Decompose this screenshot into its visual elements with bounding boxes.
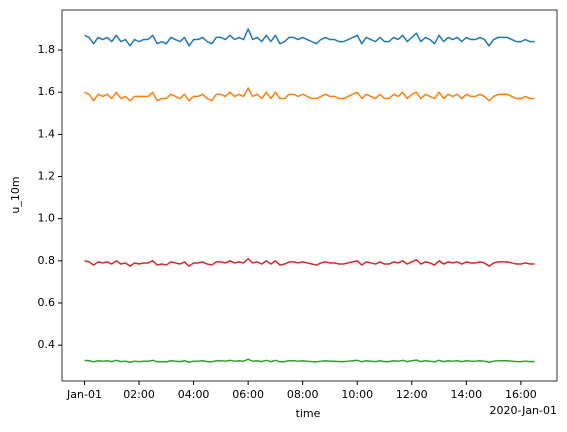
y-tick-label: 0.4 (38, 338, 56, 351)
y-tick-label: 0.6 (38, 296, 56, 309)
x-tick-label: 08:00 (287, 388, 319, 401)
x-offset-label: 2020-Jan-01 (490, 404, 558, 417)
y-tick-label: 1.2 (38, 170, 56, 183)
y-tick-label: 0.8 (38, 254, 56, 267)
line-series (84, 28, 535, 47)
y-tick-label: 1.8 (38, 43, 56, 56)
x-tick-label: 10:00 (341, 388, 373, 401)
x-tick-label: 12:00 (396, 388, 428, 401)
x-axis-label: time (296, 407, 321, 420)
plot-frame (61, 9, 558, 382)
x-tick-label: 02:00 (123, 388, 155, 401)
y-tick-label: 1.6 (38, 85, 56, 98)
x-tick-label: 06:00 (232, 388, 264, 401)
line-series (84, 87, 535, 102)
x-tick-label: 04:00 (178, 388, 210, 401)
x-tick-label: 14:00 (450, 388, 482, 401)
line-series (84, 257, 535, 267)
y-tick-label: 1.0 (38, 212, 56, 225)
x-tick-label: Jan-01 (66, 388, 102, 401)
y-tick-label: 1.4 (38, 127, 56, 140)
x-tick-label: 16:00 (505, 388, 537, 401)
y-axis-label: u_10m (9, 176, 22, 213)
line-series (84, 358, 535, 363)
